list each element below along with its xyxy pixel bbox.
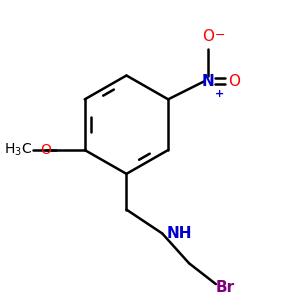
Text: −: − bbox=[214, 29, 225, 42]
Text: H$_3$C: H$_3$C bbox=[4, 142, 32, 158]
Text: N: N bbox=[202, 74, 215, 89]
Text: Br: Br bbox=[216, 280, 235, 295]
Text: +: + bbox=[215, 89, 224, 99]
Text: O: O bbox=[202, 29, 214, 44]
Text: NH: NH bbox=[167, 226, 192, 241]
Text: O: O bbox=[40, 143, 51, 157]
Text: O: O bbox=[228, 74, 240, 89]
